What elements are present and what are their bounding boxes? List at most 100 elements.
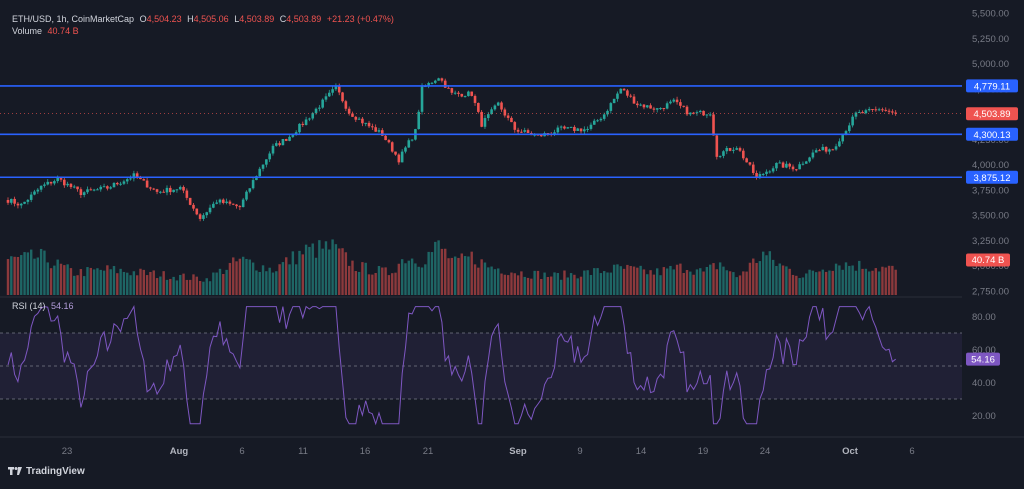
price-axis-tick: 5,500.00 (972, 9, 1009, 20)
volume-bar (281, 262, 285, 295)
volume-bar (434, 241, 437, 295)
candle-body (6, 200, 10, 203)
volume-bar (765, 255, 768, 295)
rsi-line (7, 305, 897, 426)
candle-body (848, 125, 851, 132)
candle-body (175, 189, 179, 191)
volume-bar (381, 267, 384, 295)
candle-body (347, 108, 351, 114)
candle-body (841, 134, 844, 142)
volume-bar (818, 271, 821, 295)
candle-body (288, 136, 291, 141)
volume-bar (437, 240, 440, 295)
volume-bar (255, 270, 258, 295)
volume-bar (871, 270, 874, 295)
volume-bar (397, 263, 401, 295)
candle-body (281, 139, 285, 146)
candle-body (712, 114, 715, 136)
candle-body (92, 189, 96, 191)
volume-bar (324, 241, 328, 295)
volume-bar (391, 273, 394, 295)
candle-body (331, 89, 334, 93)
volume-bar (311, 243, 314, 295)
volume-bar (278, 264, 281, 295)
price-axis-tick: 3,250.00 (972, 236, 1009, 247)
volume-bar (228, 262, 232, 295)
candle-body (761, 173, 765, 175)
volume-bar (357, 271, 361, 295)
candle-body (887, 110, 891, 112)
candle-body (583, 129, 586, 132)
open-label: O (139, 14, 147, 24)
volume-bar (506, 275, 510, 295)
volume-bar (265, 271, 268, 295)
volume-bars (6, 239, 897, 295)
volume-bar (159, 276, 162, 295)
volume-bar (112, 266, 116, 295)
candle-body (457, 92, 460, 94)
candle-body (569, 126, 573, 128)
volume-bar (440, 248, 444, 295)
candle-body (698, 110, 702, 113)
symbol-title[interactable]: ETH/USD, 1h, CoinMarketCap (12, 14, 135, 24)
candle-body (198, 214, 202, 219)
volume-bar (622, 268, 626, 295)
volume-bar (526, 277, 530, 295)
candle-body (738, 148, 742, 151)
candle-body (202, 215, 205, 219)
candle-body (380, 130, 384, 136)
volume-bar (864, 268, 868, 295)
candle-body (169, 187, 172, 193)
volume-bar (301, 254, 304, 295)
volume-bar (165, 279, 169, 295)
candle-body (106, 186, 109, 189)
volume-bar (135, 275, 139, 295)
volume-bar (682, 273, 685, 295)
volume-bar (768, 251, 772, 295)
candle-body (341, 92, 344, 102)
volume-bar (387, 275, 391, 295)
volume-bar (490, 266, 493, 295)
volume-bar (119, 268, 122, 295)
volume-bar (884, 267, 887, 295)
candle-body (874, 109, 878, 111)
candle-body (43, 184, 46, 186)
candle-body (486, 114, 490, 119)
volume-bar (43, 250, 46, 295)
candle-body (510, 117, 513, 123)
volume-bar (463, 256, 467, 295)
candle-body (828, 149, 831, 152)
candle-body (440, 78, 444, 81)
volume-bar (420, 267, 424, 295)
candle-body (526, 130, 530, 133)
candle-body (377, 130, 381, 132)
volume-bar (695, 269, 699, 295)
volume-label[interactable]: Volume (12, 26, 43, 36)
volume-bar (198, 280, 202, 295)
rsi-axis-tick: 60.00 (972, 345, 996, 356)
candle-body (490, 109, 493, 115)
candle-body (149, 187, 152, 189)
volume-bar (652, 274, 656, 295)
volume-bar (738, 275, 742, 295)
candle-body (311, 113, 315, 119)
candle-body (400, 151, 404, 163)
candle-body (56, 177, 59, 182)
volume-value: 40.74 B (47, 26, 79, 36)
volume-bar (33, 258, 36, 295)
candle-body (642, 104, 646, 108)
candle-body (33, 191, 36, 195)
candle-body (26, 199, 30, 202)
volume-bar (354, 271, 357, 295)
candle-body (63, 179, 66, 186)
candle-body (374, 127, 377, 132)
volume-bar (182, 273, 185, 295)
candle-body (301, 123, 305, 125)
rsi-label[interactable]: RSI (14) (12, 301, 46, 311)
tradingview-logo[interactable]: TradingView (8, 466, 85, 477)
candle-body (119, 183, 122, 185)
candle-body (881, 109, 884, 111)
candle-body (364, 122, 368, 124)
